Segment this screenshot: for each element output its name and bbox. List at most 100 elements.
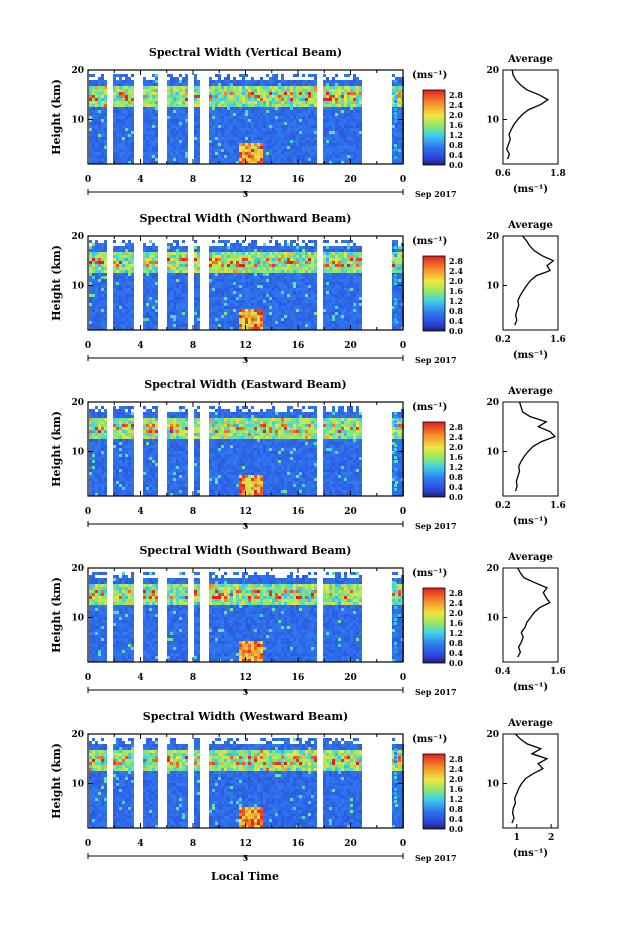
heatmap-cell xyxy=(176,300,179,303)
heatmap-cell xyxy=(224,98,227,101)
heatmap-cell xyxy=(248,321,251,324)
heatmap-cell xyxy=(113,409,116,412)
heatmap-cell xyxy=(326,107,329,110)
heatmap-cell xyxy=(305,143,308,146)
heatmap-cell xyxy=(293,276,296,279)
heatmap-cell xyxy=(152,261,155,264)
heatmap-cell xyxy=(209,276,212,279)
heatmap-cell xyxy=(350,273,353,276)
heatmap-cell xyxy=(104,137,107,140)
heatmap-cell xyxy=(251,324,254,327)
heatmap-cell xyxy=(305,300,308,303)
heatmap-cell xyxy=(149,134,152,137)
heatmap-cell xyxy=(326,161,329,164)
heatmap-cell xyxy=(131,291,134,294)
heatmap-cell xyxy=(353,261,356,264)
heatmap-cell xyxy=(95,418,98,421)
heatmap-cell xyxy=(122,291,125,294)
heatmap-cell xyxy=(236,318,239,321)
heatmap-cell xyxy=(269,104,272,107)
heatmap-cell xyxy=(344,125,347,128)
heatmap-cell xyxy=(98,297,101,300)
heatmap-cell xyxy=(356,306,359,309)
heatmap-cell xyxy=(263,119,266,122)
heatmap-cell xyxy=(308,122,311,125)
heatmap-cell xyxy=(245,294,248,297)
heatmap-cell xyxy=(224,119,227,122)
heatmap-cell xyxy=(149,318,152,321)
heatmap-cell xyxy=(179,288,182,291)
heatmap-cell xyxy=(131,137,134,140)
heatmap-cell xyxy=(290,143,293,146)
heatmap-cell xyxy=(92,415,95,418)
heatmap-cell xyxy=(167,95,170,98)
heatmap-cell xyxy=(170,152,173,155)
heatmap-cell xyxy=(254,89,257,92)
heatmap-cell xyxy=(104,116,107,119)
heatmap-cell xyxy=(176,95,179,98)
heatmap-cell xyxy=(89,95,92,98)
heatmap-cell xyxy=(131,140,134,143)
heatmap-cell xyxy=(122,86,125,89)
heatmap-cell xyxy=(308,303,311,306)
heatmap-cell xyxy=(179,107,182,110)
heatmap-cell xyxy=(341,258,344,261)
heatmap-cell xyxy=(293,98,296,101)
heatmap-cell xyxy=(257,255,260,258)
heatmap-cell xyxy=(179,258,182,261)
heatmap-cell xyxy=(245,300,248,303)
heatmap-cell xyxy=(98,315,101,318)
heatmap-cell xyxy=(293,143,296,146)
heatmap-cell xyxy=(101,475,104,478)
heatmap-cell xyxy=(323,137,326,140)
heatmap-cell xyxy=(287,146,290,149)
heatmap-cell xyxy=(338,309,341,312)
heatmap-cell xyxy=(119,83,122,86)
heatmap-cell xyxy=(185,110,188,113)
heatmap-cell xyxy=(263,276,266,279)
heatmap-cell xyxy=(248,161,251,164)
heatmap-cell xyxy=(293,140,296,143)
heatmap-cell xyxy=(131,297,134,300)
heatmap-cell xyxy=(101,291,104,294)
heatmap-cell xyxy=(359,318,362,321)
heatmap-cell xyxy=(209,125,212,128)
heatmap-cell xyxy=(293,282,296,285)
heatmap-cell xyxy=(125,101,128,104)
heatmap-cell xyxy=(254,122,257,125)
heatmap-cell xyxy=(251,312,254,315)
heatmap-cell xyxy=(233,146,236,149)
heatmap-cell xyxy=(173,80,176,83)
heatmap-cell xyxy=(392,270,395,273)
heatmap-cell xyxy=(167,246,170,249)
heatmap-cell xyxy=(290,261,293,264)
heatmap-cell xyxy=(116,149,119,152)
heatmap-cell xyxy=(146,288,149,291)
heatmap-cell xyxy=(311,149,314,152)
heatmap-cell xyxy=(95,107,98,110)
heatmap-cell xyxy=(230,270,233,273)
heatmap-cell xyxy=(197,324,200,327)
heatmap-cell xyxy=(101,466,104,469)
heatmap-cell xyxy=(287,137,290,140)
heatmap-cell xyxy=(212,110,215,113)
heatmap-cell xyxy=(308,327,311,330)
heatmap-cell xyxy=(212,288,215,291)
heatmap-cell xyxy=(353,74,356,77)
heatmap-cell xyxy=(281,134,284,137)
heatmap-cell xyxy=(266,315,269,318)
heatmap-cell xyxy=(194,318,197,321)
heatmap-cell xyxy=(227,318,230,321)
heatmap-cell xyxy=(287,143,290,146)
heatmap-cell xyxy=(221,315,224,318)
heatmap-cell xyxy=(89,146,92,149)
heatmap-cell xyxy=(92,409,95,412)
heatmap-cell xyxy=(350,300,353,303)
heatmap-cell xyxy=(92,297,95,300)
heatmap-cell xyxy=(143,309,146,312)
heatmap-cell xyxy=(263,321,266,324)
heatmap-cell xyxy=(335,107,338,110)
heatmap-cell xyxy=(260,116,263,119)
heatmap-cell xyxy=(299,113,302,116)
heatmap-cell xyxy=(347,279,350,282)
